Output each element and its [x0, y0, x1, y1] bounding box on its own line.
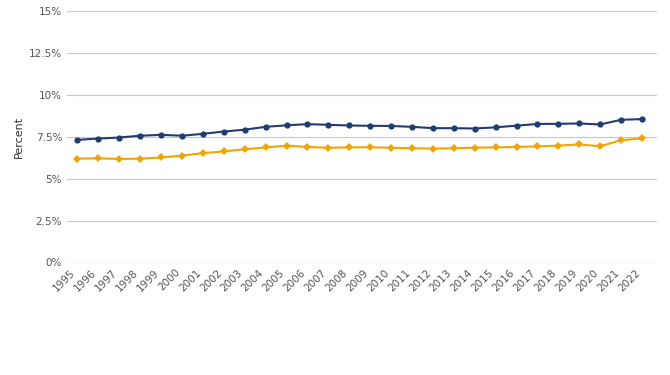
California	[304, 145, 312, 149]
California	[471, 146, 479, 150]
California	[345, 145, 353, 150]
California	[283, 144, 291, 148]
California	[74, 156, 82, 161]
United States	[471, 126, 479, 131]
United States	[220, 129, 228, 134]
California	[450, 146, 458, 150]
United States	[450, 126, 458, 130]
United States	[157, 133, 165, 137]
United States	[596, 122, 604, 127]
United States	[324, 123, 332, 127]
California	[241, 147, 249, 152]
California	[638, 136, 646, 141]
California	[554, 143, 562, 148]
Line: United States: United States	[74, 116, 645, 143]
United States	[74, 138, 82, 142]
California	[324, 146, 332, 150]
United States	[554, 122, 562, 126]
California	[492, 145, 500, 150]
California	[220, 149, 228, 154]
California	[199, 151, 207, 155]
Y-axis label: Percent: Percent	[13, 116, 23, 158]
California	[115, 157, 123, 161]
Line: California: California	[74, 136, 645, 162]
California	[261, 145, 269, 150]
California	[408, 146, 416, 150]
California	[366, 145, 374, 150]
California	[387, 146, 395, 150]
United States	[492, 125, 500, 130]
United States	[366, 124, 374, 128]
California	[596, 144, 604, 148]
United States	[199, 132, 207, 136]
United States	[261, 124, 269, 129]
United States	[617, 117, 625, 122]
United States	[533, 122, 541, 126]
California	[576, 142, 584, 147]
United States	[345, 123, 353, 128]
California	[178, 153, 186, 158]
United States	[283, 123, 291, 128]
United States	[136, 134, 144, 138]
United States	[408, 124, 416, 129]
United States	[115, 135, 123, 140]
California	[94, 156, 103, 160]
California	[136, 156, 144, 161]
California	[617, 138, 625, 142]
United States	[387, 124, 395, 128]
California	[157, 155, 165, 160]
United States	[576, 121, 584, 126]
United States	[304, 122, 312, 126]
California	[513, 145, 521, 149]
California	[533, 144, 541, 148]
United States	[178, 134, 186, 138]
United States	[513, 123, 521, 128]
United States	[241, 128, 249, 132]
United States	[638, 117, 646, 122]
United States	[94, 136, 103, 141]
California	[429, 146, 437, 151]
United States	[429, 126, 437, 130]
